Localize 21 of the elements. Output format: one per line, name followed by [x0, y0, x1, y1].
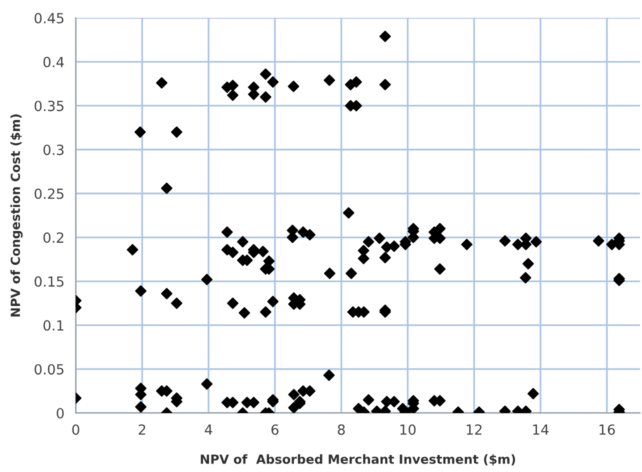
x-axis-title: NPV of Absorbed Merchant Investment ($m)	[200, 454, 516, 466]
y-tick-label: 0.3	[43, 144, 64, 156]
y-tick-label: 0.45	[34, 12, 64, 24]
x-tick-label: 6	[271, 424, 278, 435]
x-tick-label: 8	[338, 424, 345, 435]
y-tick-label: 0	[56, 408, 64, 418]
x-tick-label: 2	[138, 424, 146, 435]
x-tick-label: 10	[400, 424, 416, 435]
x-tick-label: 14	[533, 424, 549, 435]
y-tick-label: 0.25	[34, 188, 64, 199]
y-tick-label: 0.4	[43, 56, 64, 68]
y-tick-label: 0.15	[34, 276, 64, 287]
x-tick-label: 12	[466, 424, 482, 435]
x-tick-label: 16	[600, 424, 615, 435]
x-tick-label: 4	[204, 424, 212, 435]
x-tick-label: 0	[72, 424, 80, 435]
y-tick-label: 0.1	[43, 320, 64, 331]
y-tick-label: 0.35	[34, 100, 64, 112]
y-axis-title: NPV of Congestion Cost ($m)	[10, 114, 23, 316]
y-tick-label: 0.05	[34, 364, 64, 375]
y-tick-label: 0.2	[43, 232, 64, 243]
